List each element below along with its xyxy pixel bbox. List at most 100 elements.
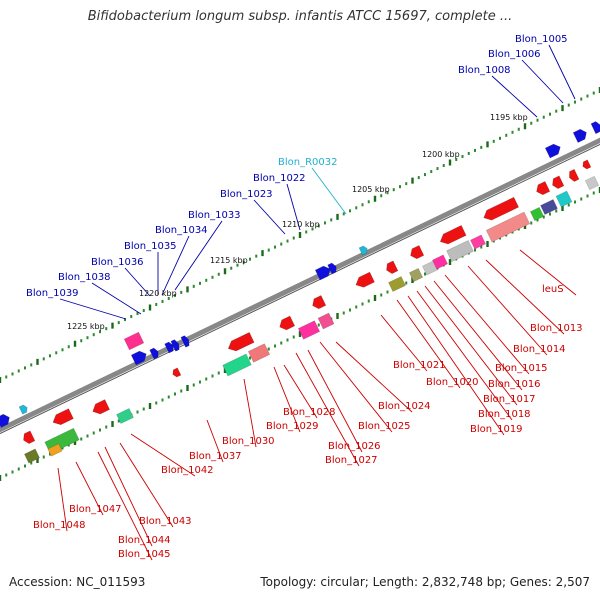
reverse-gene-arrow-shape xyxy=(410,245,425,260)
lower-track-tick xyxy=(211,374,214,378)
reverse-gene-label[interactable]: Blon_1048 xyxy=(33,520,86,531)
cog-box[interactable] xyxy=(584,175,600,191)
reverse-gene-label[interactable]: Blon_1018 xyxy=(478,409,531,420)
cog-box[interactable] xyxy=(446,239,474,263)
reverse-gene-arrow[interactable] xyxy=(438,225,467,246)
reverse-gene-label[interactable]: Blon_1026 xyxy=(328,441,381,452)
reverse-gene-arrow[interactable] xyxy=(310,295,327,310)
reverse-gene-label[interactable]: Blon_1020 xyxy=(426,377,479,388)
cog-box[interactable] xyxy=(470,234,486,250)
rna-gene-arrow[interactable] xyxy=(358,245,369,256)
forward-gene-label[interactable]: Blon_1036 xyxy=(91,257,144,268)
forward-gene-arrow[interactable] xyxy=(0,412,12,428)
reverse-gene-arrow-shape xyxy=(92,399,110,415)
forward-gene-label[interactable]: Blon_1033 xyxy=(188,210,241,221)
cog-box[interactable] xyxy=(388,276,406,292)
scale-tick-label: 1225 kbp xyxy=(67,322,105,331)
scale-track-tick xyxy=(311,227,314,231)
forward-gene-label[interactable]: Blon_1034 xyxy=(155,225,208,236)
reverse-gene-label[interactable]: Blon_1024 xyxy=(378,401,431,412)
forward-gene-label[interactable]: Blon_1039 xyxy=(26,288,79,299)
reverse-gene-label[interactable]: Blon_1016 xyxy=(488,379,541,390)
cog-box[interactable] xyxy=(485,211,531,243)
reverse-gene-label-leader xyxy=(295,352,360,467)
reverse-gene-label-leader xyxy=(433,280,523,391)
reverse-gene-arrow[interactable] xyxy=(277,315,296,332)
forward-gene-small[interactable] xyxy=(149,347,161,360)
forward-gene-arrow[interactable] xyxy=(130,349,148,366)
reverse-gene-label[interactable]: Blon_1025 xyxy=(358,421,411,432)
forward-gene-arrow[interactable] xyxy=(170,339,181,352)
reverse-gene-arrow[interactable] xyxy=(21,430,36,445)
reverse-gene-label[interactable]: Blon_1013 xyxy=(530,323,583,334)
reverse-gene-arrow[interactable] xyxy=(226,332,255,353)
reverse-gene-label[interactable]: Blon_1042 xyxy=(161,465,214,476)
lower-track-tick xyxy=(30,461,33,465)
reverse-gene-label[interactable]: Blon_1015 xyxy=(495,363,548,374)
scale-track-tick xyxy=(255,254,258,258)
forward-gene-label[interactable]: Blon_1022 xyxy=(253,173,306,184)
reverse-gene-label[interactable]: Blon_1021 xyxy=(393,360,446,371)
cog-box[interactable] xyxy=(408,267,424,283)
reverse-gene-label[interactable]: Blon_1028 xyxy=(283,407,336,418)
forward-gene-arrow[interactable] xyxy=(572,127,589,143)
reverse-gene-label[interactable]: leuS xyxy=(542,284,564,295)
lower-track-tick xyxy=(217,371,220,375)
forward-gene-label[interactable]: Blon_1005 xyxy=(515,34,568,45)
reverse-gene-label[interactable]: Blon_1019 xyxy=(470,424,523,435)
scale-tick-label: 1220 kbp xyxy=(139,289,177,298)
reverse-gene-label[interactable]: Blon_1030 xyxy=(222,436,275,447)
scale-track-tick xyxy=(411,177,414,184)
reverse-gene-label[interactable]: Blon_1037 xyxy=(189,451,242,462)
cog-box[interactable] xyxy=(222,353,252,377)
cog-box[interactable] xyxy=(540,199,558,215)
reverse-gene-label[interactable]: Blon_1027 xyxy=(325,455,378,466)
cog-box[interactable] xyxy=(555,190,573,208)
reverse-gene-label-leader xyxy=(380,314,428,372)
forward-gene-label[interactable]: Blon_1038 xyxy=(58,272,111,283)
forward-gene-arrow[interactable] xyxy=(590,120,600,135)
forward-gene-label[interactable]: Blon_1035 xyxy=(124,241,177,252)
cog-box[interactable] xyxy=(116,408,134,424)
reverse-gene-arrow[interactable] xyxy=(90,399,110,417)
cog-box[interactable] xyxy=(47,443,63,457)
reverse-gene-small-shape xyxy=(582,159,592,170)
forward-gene-arrow[interactable] xyxy=(180,335,191,348)
forward-gene-label[interactable]: Blon_1023 xyxy=(220,189,273,200)
reverse-gene-label[interactable]: Blon_1029 xyxy=(266,421,319,432)
reverse-gene-arrow[interactable] xyxy=(354,271,375,290)
forward-gene-small[interactable] xyxy=(327,262,339,275)
reverse-gene-small[interactable] xyxy=(581,159,592,170)
reverse-gene-label[interactable]: Blon_1014 xyxy=(513,344,566,355)
forward-gene-arrow[interactable] xyxy=(314,264,332,281)
reverse-gene-label[interactable]: Blon_1045 xyxy=(118,549,171,560)
scale-track-tick xyxy=(361,203,364,207)
rna-gene-label[interactable]: Blon_R0032 xyxy=(278,157,338,168)
forward-gene-label[interactable]: Blon_1006 xyxy=(488,49,541,60)
reverse-gene-label[interactable]: Blon_1044 xyxy=(118,535,171,546)
forward-gene-label[interactable]: Blon_1008 xyxy=(458,65,511,76)
cog-box[interactable] xyxy=(247,343,271,363)
forward-gene-arrow[interactable] xyxy=(544,142,562,159)
reverse-gene-arrow[interactable] xyxy=(567,168,580,182)
reverse-gene-arrow[interactable] xyxy=(550,175,565,190)
reverse-gene-label[interactable]: Blon_1043 xyxy=(139,516,192,527)
reverse-gene-arrow[interactable] xyxy=(51,408,74,428)
cog-box[interactable] xyxy=(297,320,321,340)
reverse-gene-arrow[interactable] xyxy=(534,181,551,196)
cog-box[interactable] xyxy=(123,331,145,351)
reverse-gene-label[interactable]: Blon_1047 xyxy=(69,504,122,515)
reverse-gene-arrow[interactable] xyxy=(408,245,425,260)
cog-box[interactable] xyxy=(317,312,335,330)
reverse-gene-arrow[interactable] xyxy=(384,260,399,275)
cog-box[interactable] xyxy=(432,254,448,270)
reverse-gene-label[interactable]: Blon_1017 xyxy=(483,394,536,405)
rna-gene-arrow[interactable] xyxy=(18,404,29,415)
reverse-gene-small[interactable] xyxy=(171,367,182,378)
cog-box[interactable] xyxy=(529,206,545,222)
cog-box[interactable] xyxy=(24,448,40,464)
reverse-gene-arrow[interactable] xyxy=(481,196,520,223)
forward-gene-small[interactable] xyxy=(164,341,176,354)
scale-track-tick xyxy=(249,257,251,261)
